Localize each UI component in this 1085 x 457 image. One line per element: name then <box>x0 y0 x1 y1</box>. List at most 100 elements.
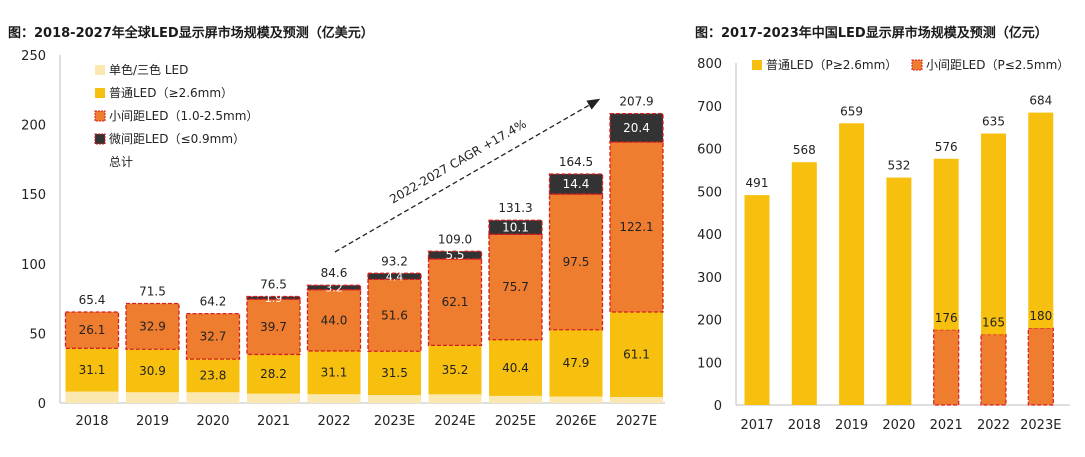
right-y-tick-label: 700 <box>697 100 722 115</box>
left-segment-label: 35.2 <box>442 363 469 377</box>
left-segment-label: 97.5 <box>563 255 590 269</box>
left-bar-segment-single <box>126 392 179 403</box>
right-y-tick-label: 600 <box>697 143 722 158</box>
left-segment-label: 20.4 <box>623 121 650 135</box>
left-total-label: 93.2 <box>381 254 408 268</box>
left-bar-segment-small-pitch <box>185 312 241 360</box>
left-micro-label: 1.9 <box>265 292 283 305</box>
left-legend-label: 单色/三色 LED <box>109 63 188 77</box>
left-y-tick-label: 50 <box>29 327 46 342</box>
right-y-tick-label: 500 <box>697 185 722 200</box>
left-segment-label: 40.4 <box>502 361 529 375</box>
left-bar-segment-small-pitch <box>367 278 422 352</box>
left-micro-label: 4.4 <box>386 270 404 283</box>
right-y-tick-label: 100 <box>697 356 722 371</box>
right-total-label: 659 <box>840 104 863 118</box>
right-small-pitch-label: 180 <box>1029 309 1052 323</box>
left-y-tick-label: 150 <box>21 188 46 203</box>
left-bar-segment-regular <box>368 351 421 396</box>
right-legend-label: 普通LED（P≥2.6mm） <box>766 58 897 72</box>
left-total-label: 71.5 <box>139 284 166 298</box>
left-legend-swatch <box>95 88 105 98</box>
right-bar-segment-regular <box>933 158 959 330</box>
right-x-tick-label: 2020 <box>882 418 915 433</box>
left-bar-segment-single <box>65 391 119 403</box>
left-segment-label: 122.1 <box>619 220 653 234</box>
right-bar-segment-regular <box>791 162 817 405</box>
left-chart-title: 图：2018-2027年全球LED显示屏市场规模及预测（亿美元） <box>8 26 374 41</box>
left-y-tick-label: 100 <box>21 258 46 273</box>
right-x-tick-label: 2019 <box>835 418 868 433</box>
left-segment-label: 14.4 <box>563 177 590 191</box>
left-segment-label: 32.7 <box>200 329 227 343</box>
left-total-label: 109.0 <box>438 232 472 246</box>
left-bar-segment-small-pitch <box>246 298 301 356</box>
right-y-tick-label: 0 <box>714 399 722 414</box>
right-bar-segment-regular <box>839 123 865 405</box>
left-bar-segment-micro-pitch <box>548 173 604 195</box>
left-bar-segment-regular <box>126 349 179 393</box>
right-legend-label: 小间距LED（P≤2.5mm） <box>926 58 1069 72</box>
cagr-arrow <box>334 98 601 253</box>
left-bar-segment-micro-pitch <box>609 112 664 143</box>
left-y-tick-label: 250 <box>21 49 46 64</box>
cagr-annotation: 2022-2027 CAGR +17.4% <box>387 117 528 207</box>
left-x-tick-label: 2021 <box>257 414 290 429</box>
right-x-tick-label: 2018 <box>788 418 821 433</box>
left-segment-label: 23.8 <box>200 369 227 383</box>
left-bar-segment-small-pitch <box>427 258 483 347</box>
right-x-tick-label: 2022 <box>977 418 1010 433</box>
left-segment-label: 28.2 <box>260 367 287 381</box>
left-total-label: 64.2 <box>200 295 227 309</box>
right-small-pitch-label: 165 <box>982 315 1005 329</box>
left-bar-segment-micro-pitch <box>427 250 483 260</box>
left-segment-label: 75.7 <box>502 280 529 294</box>
left-bar-segment-regular <box>65 348 119 392</box>
left-segment-label: 44.0 <box>321 313 348 327</box>
left-segment-label: 47.9 <box>563 356 590 370</box>
right-bar-segment-small-pitch <box>933 329 960 406</box>
left-bar-segment-single <box>307 394 361 403</box>
left-x-tick-label: 2025E <box>495 414 536 429</box>
left-bar-segment-micro-pitch <box>367 272 422 281</box>
left-segment-label: 39.7 <box>260 320 287 334</box>
left-bar-segment-small-pitch <box>64 311 120 349</box>
right-total-label: 576 <box>935 140 958 154</box>
right-legend-swatch <box>752 60 762 70</box>
left-bar-segment-single <box>610 397 663 403</box>
right-bar-segment-regular <box>1028 112 1054 329</box>
left-bar-segment-small-pitch <box>488 233 543 341</box>
left-total-label: 76.5 <box>260 278 287 292</box>
left-legend-swatch <box>95 65 105 75</box>
left-bar-segment-regular <box>489 339 542 396</box>
left-x-tick-label: 2020 <box>196 414 229 429</box>
right-total-label: 684 <box>1029 94 1052 108</box>
left-bar-segment-regular <box>549 329 603 397</box>
left-bar-segment-regular <box>186 359 240 393</box>
left-x-tick-label: 2024E <box>434 414 475 429</box>
left-segment-label: 51.6 <box>381 308 408 322</box>
left-segment-label: 61.1 <box>623 347 650 361</box>
right-total-label: 635 <box>982 115 1005 129</box>
left-segment-label: 26.1 <box>79 323 106 337</box>
left-bar-segment-single <box>549 396 603 403</box>
left-segment-label: 30.9 <box>139 364 166 378</box>
left-legend-label: 微间距LED（≤0.9mm） <box>109 132 245 146</box>
right-y-tick-label: 800 <box>697 57 722 72</box>
left-bar-segment-single <box>428 394 482 403</box>
left-bar-segment-single <box>247 393 300 403</box>
left-segment-label: 10.1 <box>502 220 529 234</box>
right-bar-segment-small-pitch <box>1027 327 1054 406</box>
left-x-tick-label: 2027E <box>616 414 657 429</box>
left-total-label: 84.6 <box>321 266 348 280</box>
right-legend-swatch <box>911 59 923 71</box>
left-segment-label: 31.1 <box>321 366 348 380</box>
right-x-tick-label: 2023E <box>1020 418 1061 433</box>
right-x-tick-label: 2021 <box>930 418 963 433</box>
left-bar-segment-micro-pitch <box>306 284 362 291</box>
right-chart-title: 图：2017-2023年中国LED显示屏市场规模及预测（亿元） <box>695 26 1048 41</box>
right-total-label: 532 <box>887 159 910 173</box>
left-segment-label: 62.1 <box>442 295 469 309</box>
left-bar-segment-regular <box>428 345 482 395</box>
